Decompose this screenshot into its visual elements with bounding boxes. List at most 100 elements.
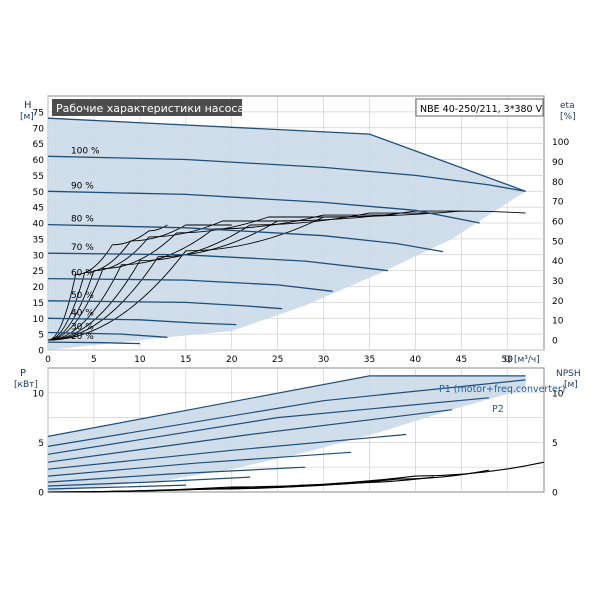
legend-p1: P1 (motor+freq.converter): [439, 384, 566, 395]
left-tick-h: 70: [33, 124, 45, 134]
bottom-right-tick-labels: 0 5 10: [552, 389, 564, 498]
left-axis-label-h: H: [24, 100, 32, 111]
top-left-tick-labels: 0 5 10 15 20 25 30 35 40 45 50 55 60 65 70 75: [33, 108, 45, 356]
head-curve-110: [47, 117, 526, 192]
efficiency-curve: [47, 210, 526, 341]
left-tick-p: 5: [38, 439, 44, 449]
right-tick-eta: 30: [552, 277, 564, 287]
right-tick-eta: 10: [552, 317, 564, 327]
head-curve-label: 30 %: [71, 323, 94, 333]
left-tick-h: 0: [38, 347, 44, 357]
head-curve-100: [47, 155, 526, 192]
head-curve-70: [47, 252, 388, 272]
head-curve-40: [47, 317, 237, 326]
head-curve-90: [47, 190, 480, 224]
left-tick-h: 15: [33, 299, 44, 309]
left-tick-h: 25: [33, 267, 44, 277]
power-curve-0: [47, 375, 526, 437]
power-curve-4: [47, 433, 407, 470]
left-tick-h: 5: [38, 331, 44, 341]
left-tick-h: 30: [33, 251, 45, 261]
head-curve-20: [47, 341, 140, 345]
head-curve-label: 90 %: [71, 181, 94, 191]
power-curve-2: [47, 397, 489, 455]
head-curve-label: 100 %: [71, 146, 100, 156]
power-curve-5: [47, 451, 352, 477]
power-curve-3: [47, 409, 453, 463]
efficiency-curve: [47, 220, 287, 341]
head-curve-80: [47, 223, 444, 253]
right-tick-eta: 100: [552, 138, 569, 148]
right-tick-eta: 80: [552, 178, 564, 188]
model-label: NBE 40-250/211, 3*380 V: [420, 104, 543, 115]
head-curve-60: [47, 277, 333, 292]
x-tick: 20: [226, 355, 238, 365]
right-tick-eta: 90: [552, 158, 564, 168]
left-tick-h: 45: [33, 204, 44, 214]
right-tick-npsh: 0: [552, 489, 558, 499]
x-tick: 15: [180, 355, 191, 365]
power-curve-7: [47, 476, 251, 487]
right-axis-label-eta: eta: [560, 101, 575, 111]
right-tick-eta: 40: [552, 257, 564, 267]
x-axis-label: Q [м³/ч]: [504, 355, 540, 365]
left-axis-unit-h: [м]: [20, 112, 34, 122]
x-tick: 45: [456, 355, 467, 365]
x-tick: 35: [364, 355, 375, 365]
left-tick-h: 55: [33, 172, 44, 182]
right-tick-npsh: 5: [552, 439, 558, 449]
right-tick-eta: 60: [552, 218, 564, 228]
model-box: [415, 98, 544, 117]
right-tick-eta: 50: [552, 237, 564, 247]
legend-p2: P2: [492, 404, 504, 415]
right-tick-eta: 0: [552, 337, 558, 347]
head-curve-label: 70 %: [71, 243, 94, 253]
left-tick-h: 75: [33, 108, 44, 118]
x-tick-labels: 0 5 10 15 20 25 30 35 40 45 50: [45, 355, 513, 365]
title-box: [52, 99, 242, 116]
x-tick: 0: [45, 355, 51, 365]
head-curve-label: 60 %: [71, 269, 94, 279]
bottom-npsh-curves: [47, 461, 545, 493]
head-curve-label: 20 %: [71, 332, 94, 342]
power-curve-8: [47, 484, 186, 490]
left-tick-h: 35: [33, 235, 44, 245]
right-axis-label-npsh: NPSH: [556, 369, 581, 379]
bottom-power-curves: [47, 375, 526, 490]
npsh-curve: [47, 480, 379, 493]
left-tick-h: 20: [33, 283, 45, 293]
top-head-curves: [47, 117, 526, 345]
right-tick-eta: 70: [552, 198, 564, 208]
power-curve-6: [47, 466, 306, 483]
x-tick: 10: [134, 355, 146, 365]
x-tick: 25: [272, 355, 283, 365]
left-axis-label-p: P: [20, 368, 26, 379]
x-tick: 30: [318, 355, 330, 365]
head-curve-label: 50 %: [71, 291, 94, 301]
efficiency-curve: [47, 216, 342, 341]
right-axis-unit-npsh: [м]: [564, 380, 578, 390]
head-curve-label: 40 %: [71, 308, 94, 318]
x-tick: 5: [91, 355, 97, 365]
left-tick-h: 65: [33, 140, 44, 150]
left-tick-p: 0: [38, 489, 44, 499]
power-curve-1: [47, 379, 526, 447]
left-tick-h: 40: [33, 220, 45, 230]
top-right-tick-labels: 0 10 20 30 40 50 60 70 80 90 100: [552, 138, 569, 346]
efficiency-curve: [47, 224, 168, 341]
left-tick-h: 60: [33, 156, 45, 166]
x-tick: 40: [410, 355, 422, 365]
x-tick: 50: [502, 355, 514, 365]
right-tick-eta: 20: [552, 297, 564, 307]
bottom-left-tick-labels: 0 5 10: [33, 389, 45, 498]
chart-title: Рабочие характеристики насоса: [56, 102, 244, 115]
right-axis-unit-eta: [%]: [560, 112, 576, 122]
head-curve-label: 80 %: [71, 215, 94, 225]
left-tick-h: 50: [33, 188, 45, 198]
right-tick-npsh: 10: [552, 389, 564, 399]
left-tick-p: 10: [33, 389, 45, 399]
head-curve-50: [47, 300, 283, 310]
head-curve-30: [47, 331, 168, 338]
left-tick-h: 10: [33, 315, 45, 325]
